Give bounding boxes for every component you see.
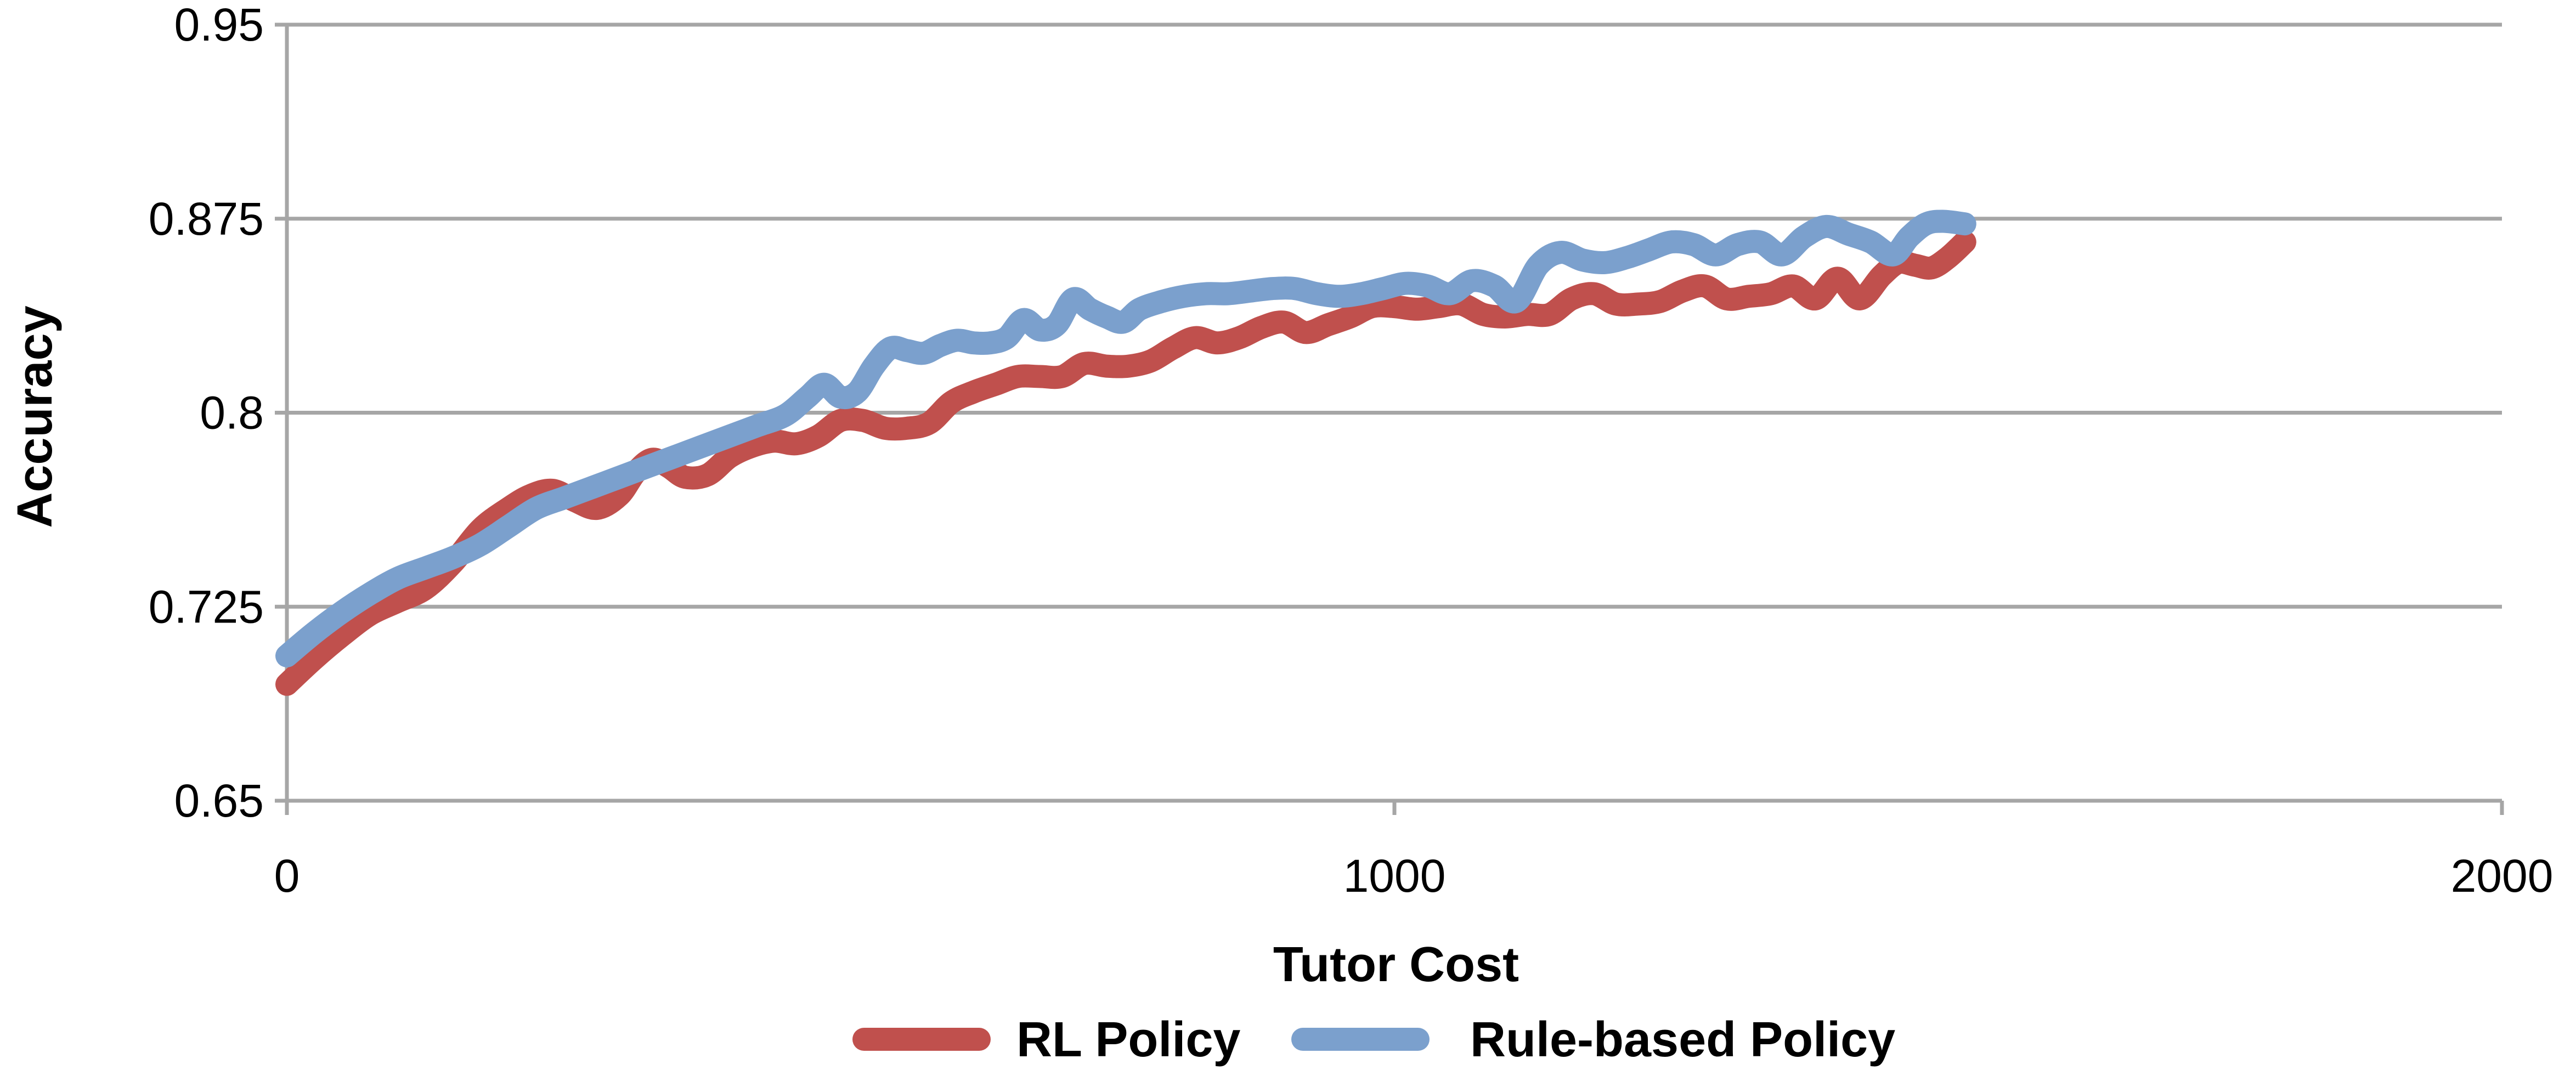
series-line-rl-policy xyxy=(275,230,1976,696)
series-lines xyxy=(275,210,1976,696)
x-axis-title: Tutor Cost xyxy=(1273,937,1519,992)
x-tick-labels: 0 1000 2000 xyxy=(274,850,2554,902)
legend-label-rule-based-policy: Rule-based Policy xyxy=(1470,1012,1895,1067)
y-tick-label: 0.725 xyxy=(149,581,264,632)
series-line-rule-based-policy xyxy=(275,210,1976,667)
axes xyxy=(275,22,2504,815)
legend-label-rl-policy: RL Policy xyxy=(1016,1012,1240,1067)
y-tick-label: 0.875 xyxy=(149,193,264,245)
x-tick-label: 1000 xyxy=(1343,850,1446,902)
y-tick-label: 0.65 xyxy=(174,775,264,826)
legend: RL Policy Rule-based Policy xyxy=(852,1012,1895,1067)
y-tick-label: 0.95 xyxy=(174,0,264,50)
x-tick-label: 2000 xyxy=(2451,850,2554,902)
y-axis-title: Accuracy xyxy=(8,305,63,528)
y-tick-labels: 0.65 0.725 0.8 0.875 0.95 xyxy=(149,0,264,826)
y-tick-label: 0.8 xyxy=(200,387,264,439)
gridlines xyxy=(287,22,2502,609)
x-tick-label: 0 xyxy=(274,850,300,902)
